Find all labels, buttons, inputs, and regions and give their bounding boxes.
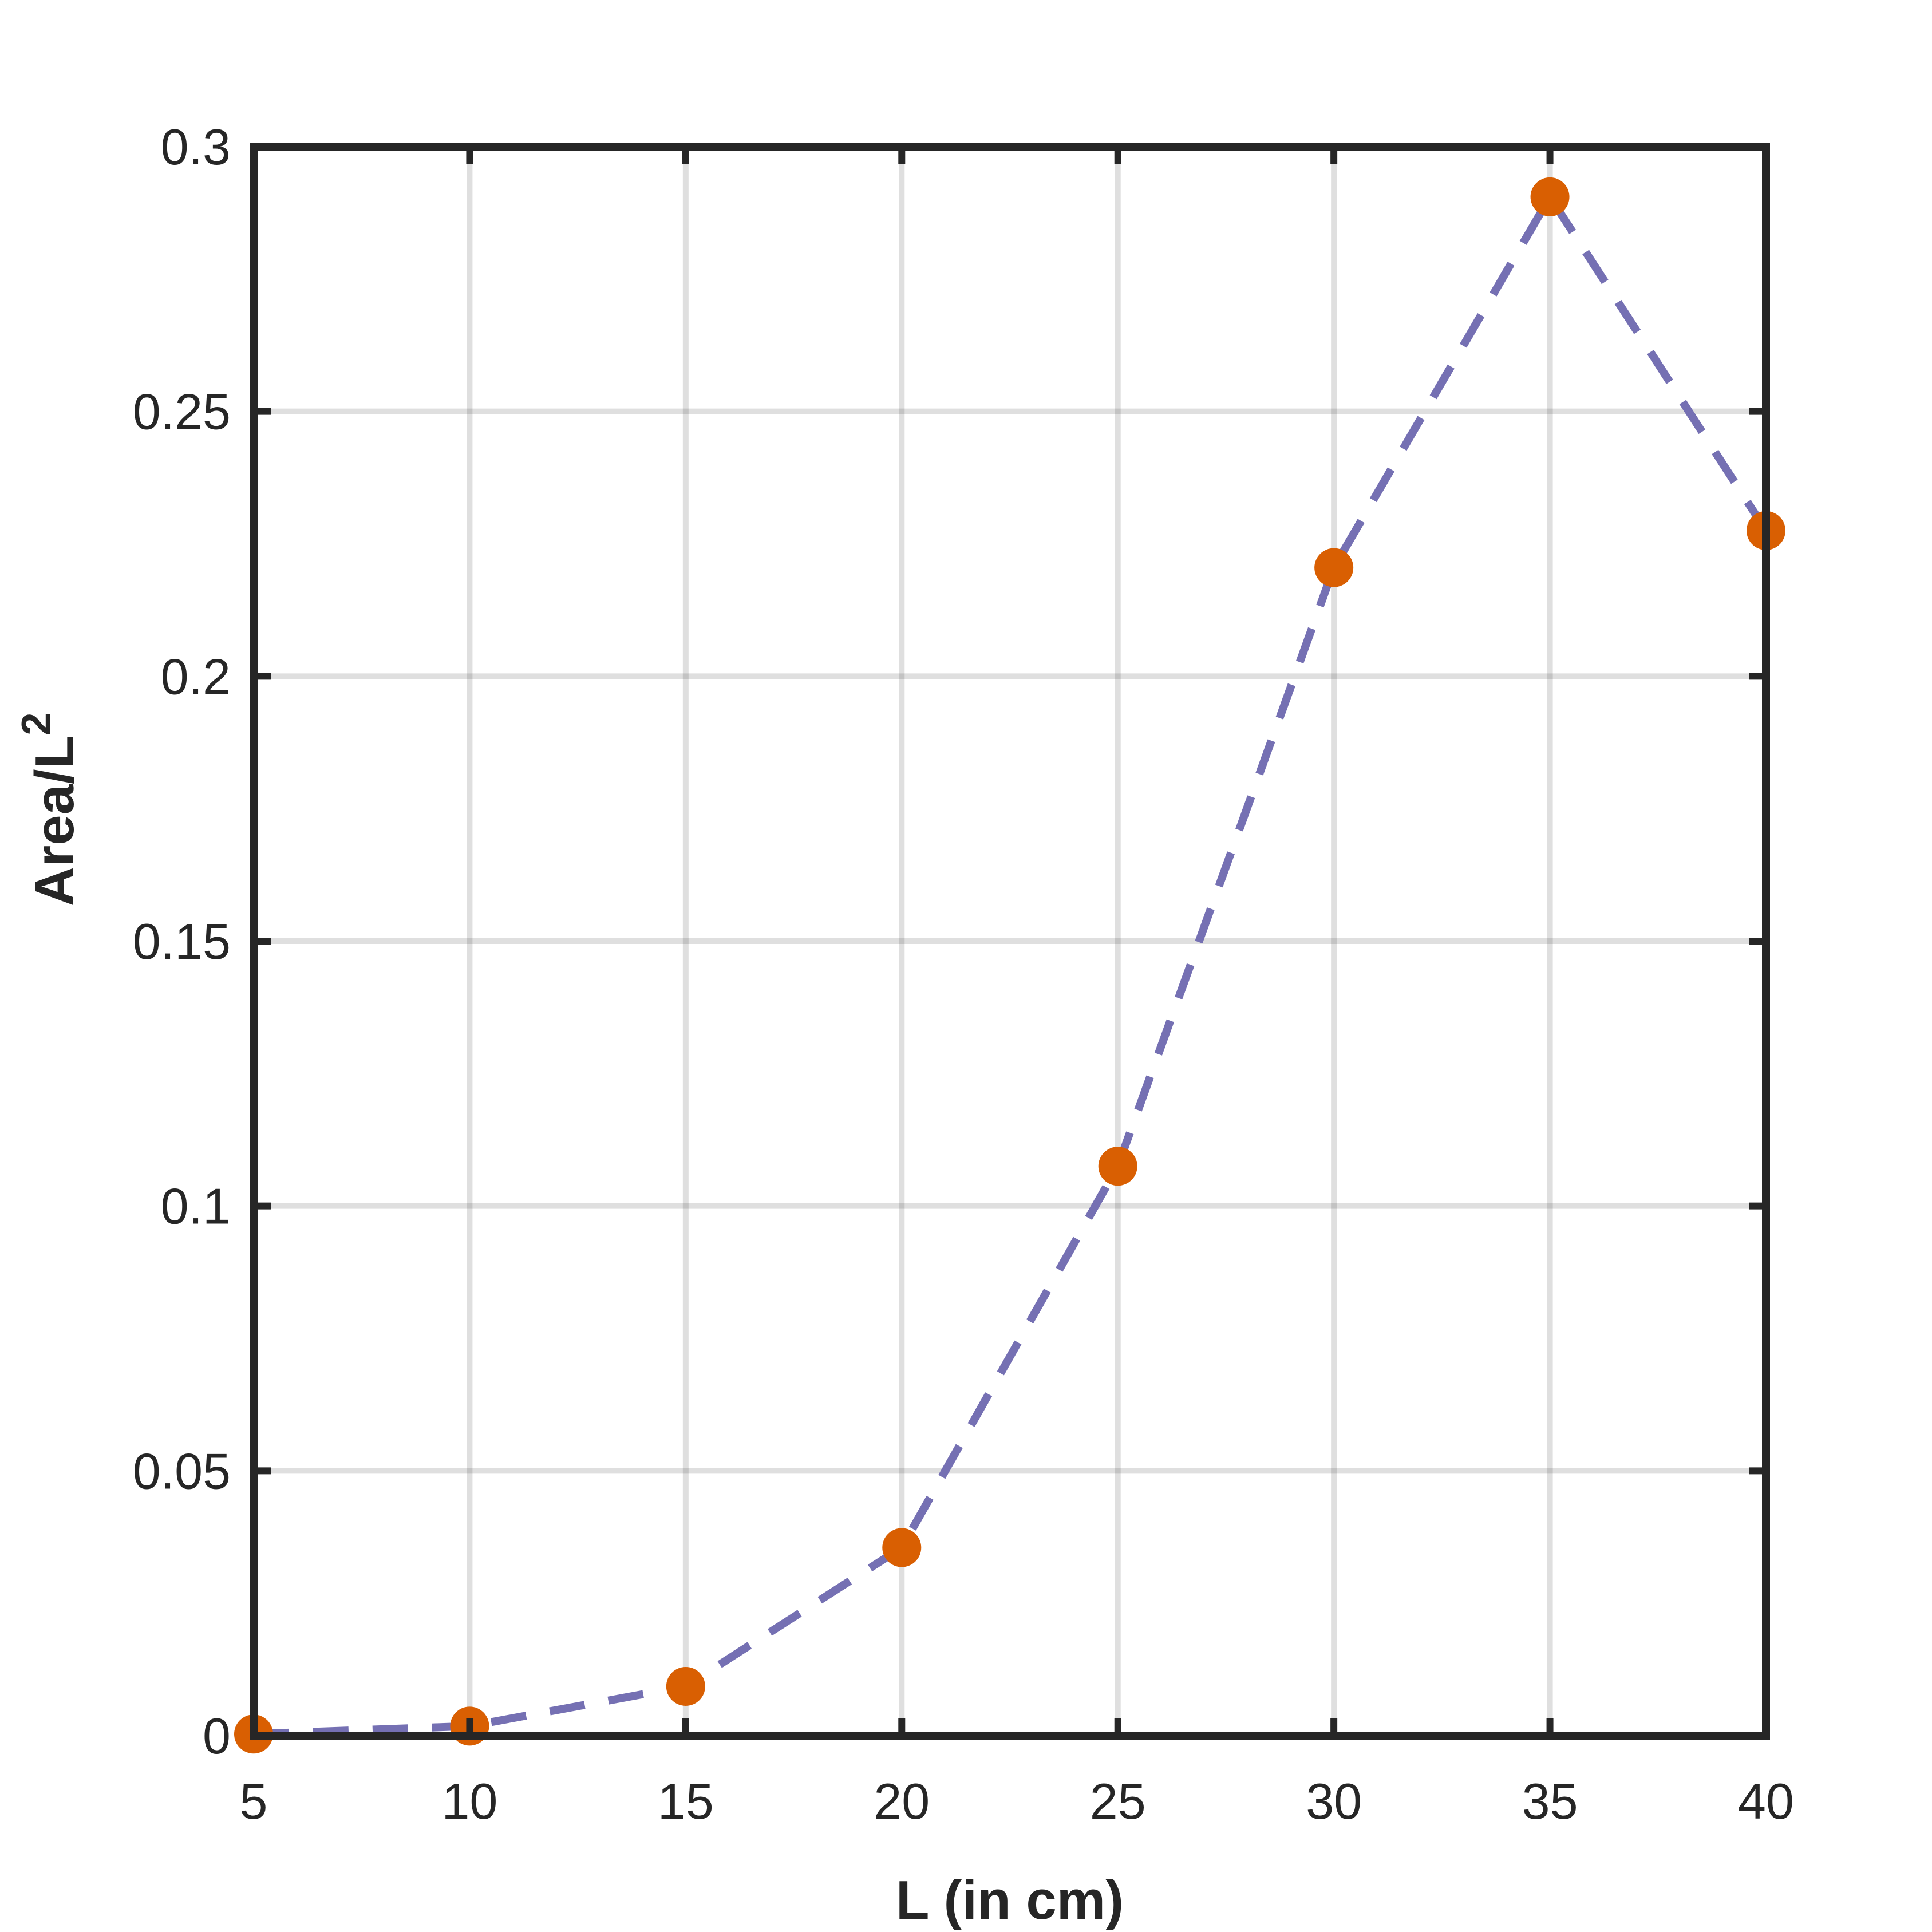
x-tick-label: 35: [1522, 1773, 1578, 1830]
y-tick-label: 0.25: [133, 384, 231, 440]
data-point: [1098, 1147, 1137, 1186]
x-axis-label: L (in cm): [896, 1870, 1124, 1931]
x-tick-label: 30: [1306, 1773, 1362, 1830]
data-point: [666, 1666, 705, 1706]
y-tick-label: 0.1: [161, 1178, 231, 1235]
x-tick-label: 40: [1738, 1773, 1794, 1830]
x-tick-label: 5: [240, 1773, 268, 1830]
y-tick-label: 0.05: [133, 1443, 231, 1499]
x-tick-label: 10: [441, 1773, 497, 1830]
y-tick-label: 0.2: [161, 648, 231, 705]
x-tick-label: 15: [658, 1773, 714, 1830]
ticks: [250, 143, 1769, 1739]
y-tick-label: 0.15: [133, 913, 231, 970]
data-point: [1530, 177, 1570, 216]
tick-labels: 5 10 15 20 25 30 35 40 0 0.05 0.1 0.15 0.2 0.25 0.3: [133, 118, 1794, 1830]
x-tick-label: 20: [874, 1773, 930, 1830]
data-point: [882, 1528, 922, 1567]
y-axis-label: Area/L2: [14, 713, 85, 907]
y-axis-label-text: Area/L: [24, 736, 85, 907]
y-tick-label: 0: [203, 1708, 231, 1764]
y-tick-label: 0.3: [161, 118, 231, 175]
y-axis-label-superscript: 2: [14, 713, 60, 736]
data-point: [1314, 548, 1354, 587]
x-tick-label: 25: [1090, 1773, 1146, 1830]
series-line: [253, 192, 1769, 1739]
grid: [251, 144, 1769, 1739]
